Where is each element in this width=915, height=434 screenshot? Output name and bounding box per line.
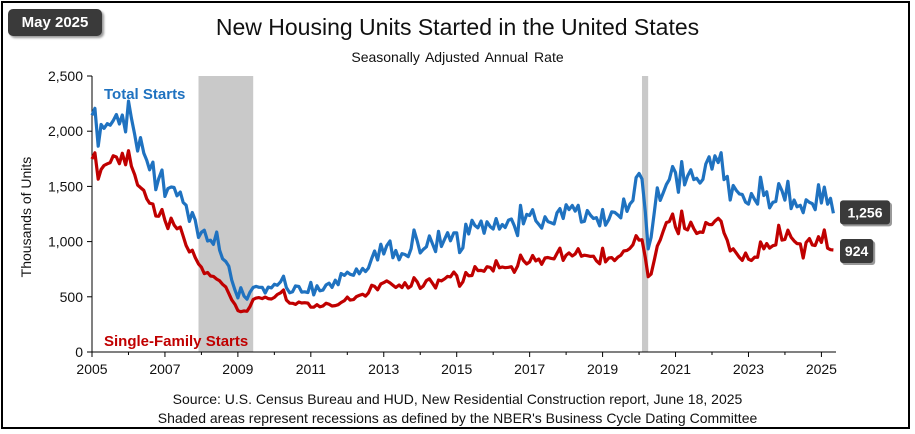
x-tick-label: 2019 (587, 361, 618, 377)
x-tick-label: 2015 (441, 361, 472, 377)
x-tick-label: 2009 (222, 361, 253, 377)
x-tick-label: 2011 (296, 361, 326, 377)
y-tick-label: 1,500 (48, 178, 83, 194)
x-tick-label: 2021 (660, 361, 691, 377)
x-tick-label: 2025 (806, 361, 837, 377)
y-tick-label: 1,000 (48, 234, 83, 250)
single-family-starts-label: Single-Family Starts (104, 333, 248, 350)
total-end-badge (840, 200, 890, 225)
x-tick-label: 2005 (76, 361, 107, 377)
x-tick-label: 2023 (733, 361, 764, 377)
y-tick-label: 500 (60, 289, 84, 305)
y-tick-label: 0 (75, 344, 83, 360)
recession-note: Shaded areas represent recessions as def… (157, 410, 758, 426)
single-family-end-badge (840, 238, 874, 263)
total-starts-line (90, 99, 835, 301)
source-note: Source: U.S. Census Bureau and HUD, New … (172, 391, 743, 407)
y-axis-label: Thousands of Units (18, 157, 34, 278)
chart-subtitle: Seasonally Adjusted Annual Rate (351, 49, 564, 65)
end-value-badges: 1,256 924 (840, 200, 892, 265)
axes: 0 500 1,000 1,500 2,000 2,500 2005 2007 2009 2011… (48, 68, 837, 377)
total-end-badge-text: 1,256 (847, 204, 882, 220)
date-badge: May 2025 (8, 9, 102, 36)
chart-frame (1, 1, 910, 429)
x-tick-label: 2013 (368, 361, 399, 377)
recession-band-0 (198, 76, 254, 352)
single-family-end-badge-text: 924 (845, 243, 869, 259)
y-tick-label: 2,500 (48, 68, 83, 84)
x-tick-label: 2007 (149, 361, 180, 377)
chart-title: New Housing Units Started in the United … (215, 14, 700, 40)
x-tick-label: 2017 (514, 361, 545, 377)
total-starts-label: Total Starts (104, 86, 185, 103)
y-tick-label: 2,000 (48, 123, 83, 139)
series-lines (90, 99, 835, 314)
single-family-starts-line (90, 149, 834, 314)
